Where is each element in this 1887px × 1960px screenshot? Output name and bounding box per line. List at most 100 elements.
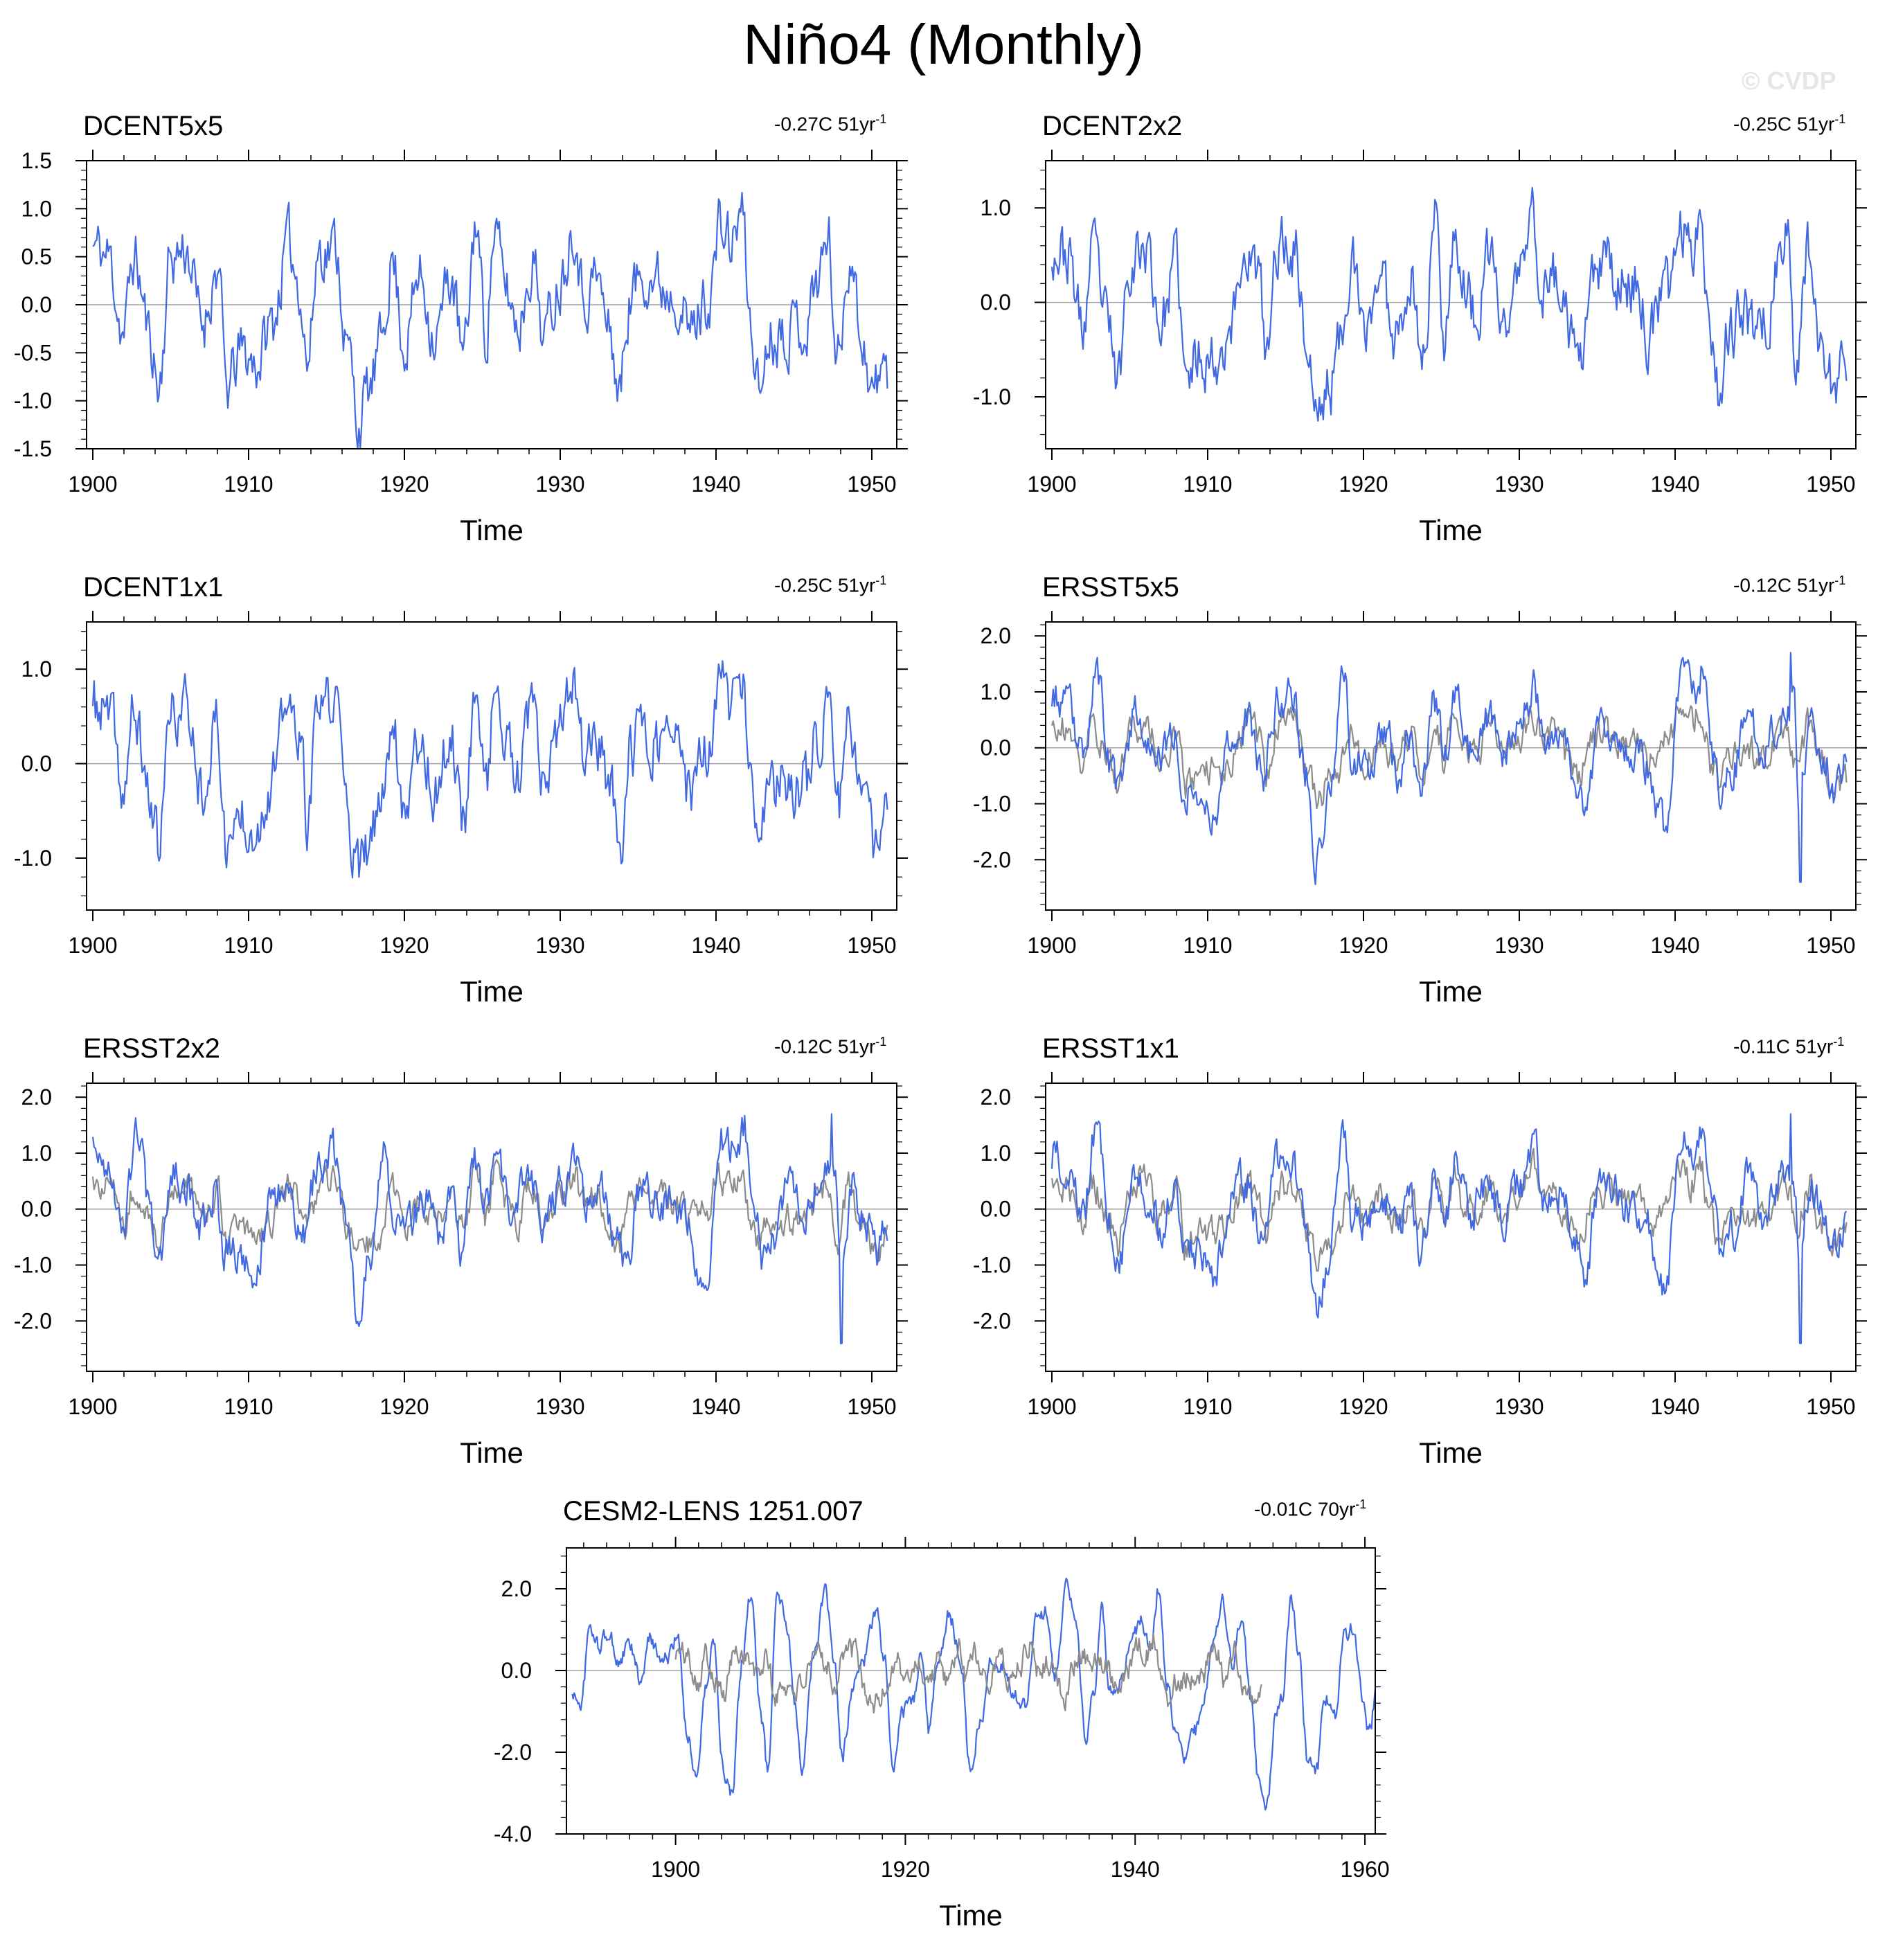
trend-label: -0.25C 51yr-1 bbox=[774, 573, 887, 596]
y-tick-label: 0.0 bbox=[981, 1197, 1011, 1222]
x-tick-label: 1930 bbox=[1494, 1394, 1544, 1419]
y-tick-label: 1.0 bbox=[981, 679, 1011, 704]
y-tick-label: -1.0 bbox=[14, 389, 52, 413]
series-line-comparison bbox=[1050, 704, 1848, 810]
x-tick-label: 1940 bbox=[691, 1394, 740, 1419]
series-line-primary bbox=[91, 660, 888, 879]
x-tick-label: 1910 bbox=[1183, 933, 1232, 958]
panel-ersst5x5: ERSST5x5 -0.12C 51yr-1 1900 1910 1920 1930 1… bbox=[959, 572, 1887, 1029]
panel-ersst1x1: ERSST1x1 -0.11C 51yr-1 1900 1910 1920 1930 1… bbox=[959, 1033, 1887, 1490]
y-tick-label: -4.0 bbox=[494, 1821, 532, 1846]
x-tick-label: 1920 bbox=[1339, 472, 1388, 497]
x-axis-title: Time bbox=[1419, 1436, 1483, 1469]
x-axis-title: Time bbox=[460, 1436, 524, 1469]
y-tick-label: 0.0 bbox=[501, 1658, 532, 1683]
panel-cesm2-lens: CESM2-LENS 1251.007 -0.01C 70yr-1 1900 19… bbox=[480, 1496, 1408, 1960]
x-tick-label: 1920 bbox=[1339, 933, 1388, 958]
chart-svg: 1900 1910 1920 1930 1940 1950 -1.0 0.0 1.0 Time bbox=[14, 611, 908, 1008]
series-line-primary bbox=[1050, 652, 1848, 885]
panel-dcent2x2: DCENT2x2 -0.25C 51yr-1 1900 1910 1920 1930 1… bbox=[959, 111, 1887, 568]
x-tick-label: 1950 bbox=[1806, 472, 1855, 497]
series-line-primary bbox=[92, 192, 888, 449]
panel-title: DCENT2x2 bbox=[1042, 111, 1183, 141]
y-tick-label: 0.0 bbox=[21, 292, 52, 317]
x-tick-label: 1920 bbox=[1339, 1394, 1388, 1419]
x-tick-label: 1910 bbox=[224, 1394, 273, 1419]
y-tick-label: 1.0 bbox=[21, 196, 52, 221]
x-tick-label: 1930 bbox=[535, 933, 584, 958]
panel-dcent5x5: DCENT5x5 -0.27C 51yr-1 1900 1910 1920 1930 1… bbox=[0, 111, 935, 568]
x-tick-label: 1920 bbox=[379, 933, 429, 958]
series-line-primary bbox=[91, 1113, 888, 1344]
series-line-primary bbox=[1050, 1113, 1848, 1344]
figure-title: Niño4 (Monthly) bbox=[743, 13, 1144, 76]
panel-title: ERSST5x5 bbox=[1042, 572, 1179, 603]
y-tick-label: 0.0 bbox=[981, 290, 1011, 315]
panel-title: ERSST1x1 bbox=[1042, 1033, 1179, 1064]
y-tick-label: -2.0 bbox=[973, 1308, 1011, 1333]
x-axis-title: Time bbox=[1419, 514, 1483, 546]
x-axis-title: Time bbox=[1419, 975, 1483, 1008]
trend-label: -0.11C 51yr-1 bbox=[1733, 1035, 1845, 1058]
panel-dcent1x1: DCENT1x1 -0.25C 51yr-1 1900 1910 1920 1930 1… bbox=[0, 572, 935, 1029]
plot-frame bbox=[1045, 621, 1857, 911]
plot-frame bbox=[86, 1083, 897, 1372]
panel-title: ERSST2x2 bbox=[83, 1033, 220, 1064]
x-tick-label: 1940 bbox=[1650, 1394, 1699, 1419]
y-tick-label: -1.0 bbox=[973, 384, 1011, 409]
x-tick-label: 1930 bbox=[1494, 472, 1544, 497]
plot-frame bbox=[86, 621, 897, 911]
y-tick-label: 2.0 bbox=[981, 1085, 1011, 1110]
x-tick-label: 1900 bbox=[68, 1394, 117, 1419]
series-line-comparison bbox=[91, 1157, 888, 1263]
x-tick-label: 1900 bbox=[1027, 933, 1076, 958]
y-tick-label: 2.0 bbox=[21, 1085, 52, 1110]
x-tick-label: 1940 bbox=[691, 933, 740, 958]
x-tick-label: 1910 bbox=[1183, 472, 1232, 497]
y-tick-label: 1.0 bbox=[21, 1141, 52, 1166]
x-axis-title: Time bbox=[939, 1899, 1003, 1932]
y-tick-label: -1.0 bbox=[14, 846, 52, 871]
y-tick-label: 1.0 bbox=[981, 195, 1011, 220]
x-tick-label: 1910 bbox=[224, 933, 273, 958]
x-tick-label: 1900 bbox=[1027, 472, 1076, 497]
trend-label: -0.01C 70yr-1 bbox=[1254, 1497, 1367, 1520]
panel-title: CESM2-LENS 1251.007 bbox=[563, 1496, 864, 1526]
watermark: © CVDP bbox=[1742, 66, 1836, 95]
x-tick-label: 1940 bbox=[1111, 1857, 1160, 1882]
y-tick-label: -1.0 bbox=[973, 1253, 1011, 1278]
panel-title: DCENT1x1 bbox=[83, 572, 224, 603]
y-tick-label: 1.0 bbox=[981, 1141, 1011, 1166]
x-tick-label: 1900 bbox=[651, 1857, 700, 1882]
panel-title: DCENT5x5 bbox=[83, 111, 224, 141]
x-tick-label: 1920 bbox=[379, 472, 429, 497]
y-tick-label: 0.5 bbox=[21, 244, 52, 269]
y-tick-label: -1.0 bbox=[973, 792, 1011, 817]
x-tick-label: 1930 bbox=[1494, 933, 1544, 958]
trend-label: -0.12C 51yr-1 bbox=[774, 1035, 887, 1058]
x-tick-label: 1920 bbox=[881, 1857, 930, 1882]
x-tick-label: 1940 bbox=[1650, 933, 1699, 958]
chart-svg: 1900 1910 1920 1930 1940 1950 -2.0 -1.0 0.0 1.0 2.… bbox=[973, 1072, 1867, 1469]
trend-label: -0.27C 51yr-1 bbox=[774, 112, 887, 135]
y-tick-label: 2.0 bbox=[501, 1576, 532, 1601]
chart-svg: 1900 1910 1920 1930 1940 1950 -2.0 -1.0 0.0 1.0 2.… bbox=[973, 611, 1867, 1008]
y-tick-label: -2.0 bbox=[494, 1740, 532, 1765]
x-tick-label: 1950 bbox=[1806, 1394, 1855, 1419]
y-tick-label: -1.0 bbox=[14, 1253, 52, 1278]
y-tick-label: 0.0 bbox=[21, 1197, 52, 1222]
y-tick-label: 0.0 bbox=[21, 751, 52, 776]
y-tick-label: -2.0 bbox=[973, 847, 1011, 872]
x-tick-label: 1900 bbox=[68, 472, 117, 497]
y-tick-label: -2.0 bbox=[14, 1308, 52, 1333]
trend-label: -0.12C 51yr-1 bbox=[1733, 573, 1846, 596]
x-tick-label: 1950 bbox=[847, 933, 896, 958]
x-tick-label: 1900 bbox=[68, 933, 117, 958]
series-line-primary bbox=[1050, 186, 1848, 422]
series-line-primary bbox=[571, 1578, 1375, 1811]
trend-label: -0.25C 51yr-1 bbox=[1733, 112, 1846, 135]
x-tick-label: 1910 bbox=[224, 472, 273, 497]
x-tick-label: 1940 bbox=[691, 472, 740, 497]
x-tick-label: 1950 bbox=[847, 472, 896, 497]
chart-svg: 1900 1920 1940 1960 -4.0 -2.0 0.0 2.0 Time bbox=[494, 1537, 1390, 1932]
